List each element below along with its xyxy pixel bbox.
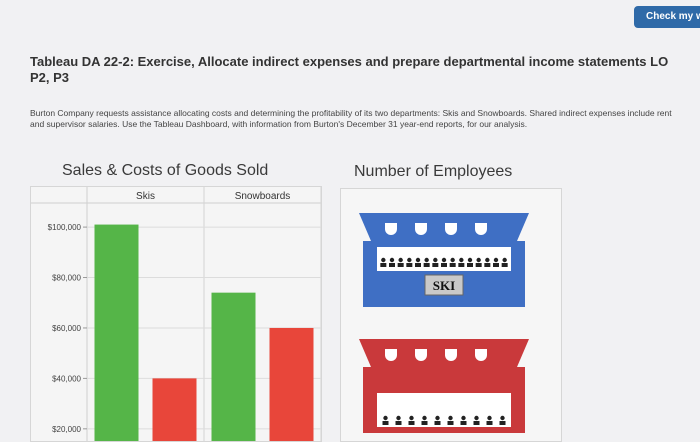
employees-panel-title: Number of Employees <box>354 163 513 180</box>
employee-figure <box>415 257 421 267</box>
employee-figure <box>406 257 413 267</box>
employee-figure <box>423 257 430 267</box>
skis-shop-icon: SKI <box>359 213 529 307</box>
y-tick-label-3: $40,000 <box>52 374 81 383</box>
category-label-0: Skis <box>136 191 155 202</box>
employee-figure <box>493 257 499 267</box>
employee-figure <box>486 415 493 425</box>
snowboards-shop-icon <box>359 339 529 433</box>
sales-cogs-chart: Skis Snowboards $100,000 $80,000 $60,000 $40,… <box>30 186 322 442</box>
employee-figure <box>460 415 467 425</box>
bar-skis-1 <box>152 378 197 441</box>
employee-figure <box>395 415 402 425</box>
skis-shop-sign: SKI <box>433 278 455 293</box>
employee-figure <box>397 257 404 267</box>
y-tick-label-2: $60,000 <box>52 324 81 333</box>
employee-figure <box>389 257 395 267</box>
y-tick-label-0: $100,000 <box>48 223 82 232</box>
exercise-title: Tableau DA 22-2: Exercise, Allocate indi… <box>30 54 669 85</box>
check-my-work-button[interactable]: Check my w <box>634 6 700 28</box>
employee-figure <box>447 415 454 425</box>
employee-figure <box>499 415 506 425</box>
employee-figure <box>467 257 473 267</box>
employees-chart: SKI <box>340 188 562 442</box>
employee-figure <box>449 257 456 267</box>
chart-header-band <box>31 187 321 203</box>
exercise-intro: Burton Company requests assistance alloc… <box>30 108 672 129</box>
y-tick-label-1: $80,000 <box>52 274 81 283</box>
employee-figure <box>382 415 389 425</box>
sales-chart-title: Sales & Costs of Goods Sold <box>62 162 269 179</box>
bar-snowboards-0 <box>211 292 256 441</box>
employee-figure <box>432 257 439 267</box>
employee-figure <box>475 257 482 267</box>
employee-figure <box>408 415 415 425</box>
employee-figure <box>421 415 428 425</box>
employee-figure <box>434 415 441 425</box>
y-tick-label-4: $20,000 <box>52 425 81 434</box>
employee-figure <box>473 415 480 425</box>
employee-figure <box>501 257 508 267</box>
bar-snowboards-1 <box>269 327 314 441</box>
employee-figure <box>441 257 447 267</box>
employee-figure <box>380 257 387 267</box>
bar-skis-0 <box>94 224 139 441</box>
sales-cogs-chart-svg: Skis Snowboards $100,000 $80,000 $60,000 $40,… <box>31 187 321 441</box>
employee-figure <box>484 257 491 267</box>
employee-figure <box>458 257 465 267</box>
category-label-1: Snowboards <box>235 191 291 202</box>
